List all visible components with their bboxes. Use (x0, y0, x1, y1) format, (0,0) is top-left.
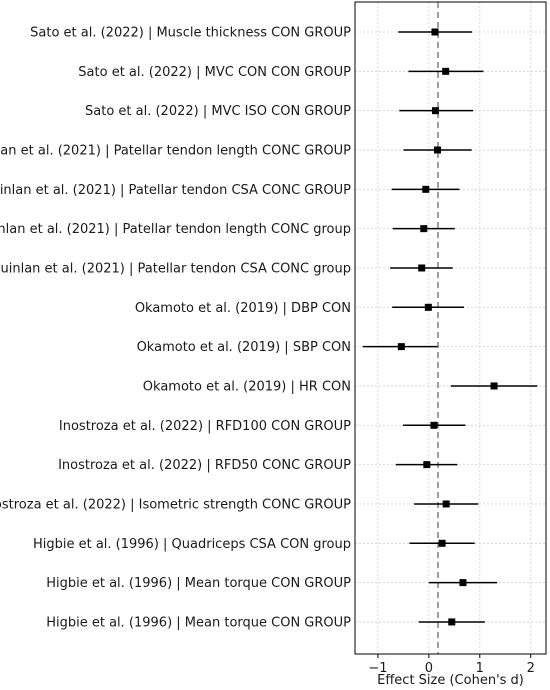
effect-marker (424, 303, 432, 311)
study-label: Inostroza et al. (2022) | Isometric stre… (0, 497, 351, 512)
x-tick-label: 0 (425, 661, 433, 676)
study-label: Quinlan et al. (2021) | Patellar tendon … (0, 261, 351, 276)
study-label: Okamoto et al. (2019) | DBP CON (135, 301, 351, 316)
effect-marker (459, 579, 467, 587)
x-tick-label: 2 (527, 661, 535, 676)
effect-marker (442, 500, 450, 508)
study-labels: Sato et al. (2022) | Muscle thickness CO… (0, 26, 351, 631)
x-axis-ticks: −1 0 1 2 (368, 654, 535, 676)
study-label: Inostroza et al. (2022) | RFD50 CONC GRO… (58, 458, 351, 473)
grid (355, 2, 546, 654)
effect-marker (431, 28, 439, 36)
effect-marker (423, 461, 431, 469)
effect-marker (420, 225, 428, 233)
effect-marker (430, 421, 438, 429)
study-label: Higbie et al. (1996) | Quadriceps CSA CO… (33, 537, 351, 552)
study-label: Quinlan et al. (2021) | Patellar tendon … (0, 183, 351, 198)
axes-frame (354, 1, 547, 655)
effect-marker (431, 107, 439, 115)
study-label: Quinlan et al. (2021) | Patellar tendon … (0, 222, 351, 237)
study-label: Higbie et al. (1996) | Mean torque CON G… (46, 576, 351, 591)
effect-marker (434, 146, 442, 154)
x-axis-label: Effect Size (Cohen's d) (377, 673, 524, 688)
effect-marker (418, 264, 426, 272)
effect-marker (442, 67, 450, 75)
study-label: Sato et al. (2022) | Muscle thickness CO… (30, 26, 351, 41)
study-label: Higbie et al. (1996) | Mean torque CON G… (46, 615, 351, 630)
study-label: Okamoto et al. (2019) | SBP CON (137, 340, 351, 355)
study-marks (362, 28, 538, 626)
effect-marker (438, 539, 446, 547)
effect-marker (422, 185, 430, 193)
study-label: Inostroza et al. (2022) | RFD100 CON GRO… (59, 419, 351, 434)
study-label: Quinlan et al. (2021) | Patellar tendon … (0, 143, 351, 158)
study-label: Okamoto et al. (2019) | HR CON (143, 379, 351, 394)
x-tick-label: 1 (476, 661, 484, 676)
x-tick-label: −1 (368, 661, 387, 676)
study-label: Sato et al. (2022) | MVC CON CON GROUP (78, 65, 351, 80)
effect-marker (397, 343, 405, 351)
effect-marker (448, 618, 456, 626)
study-label: Sato et al. (2022) | MVC ISO CON GROUP (85, 104, 351, 119)
effect-marker (490, 382, 498, 390)
